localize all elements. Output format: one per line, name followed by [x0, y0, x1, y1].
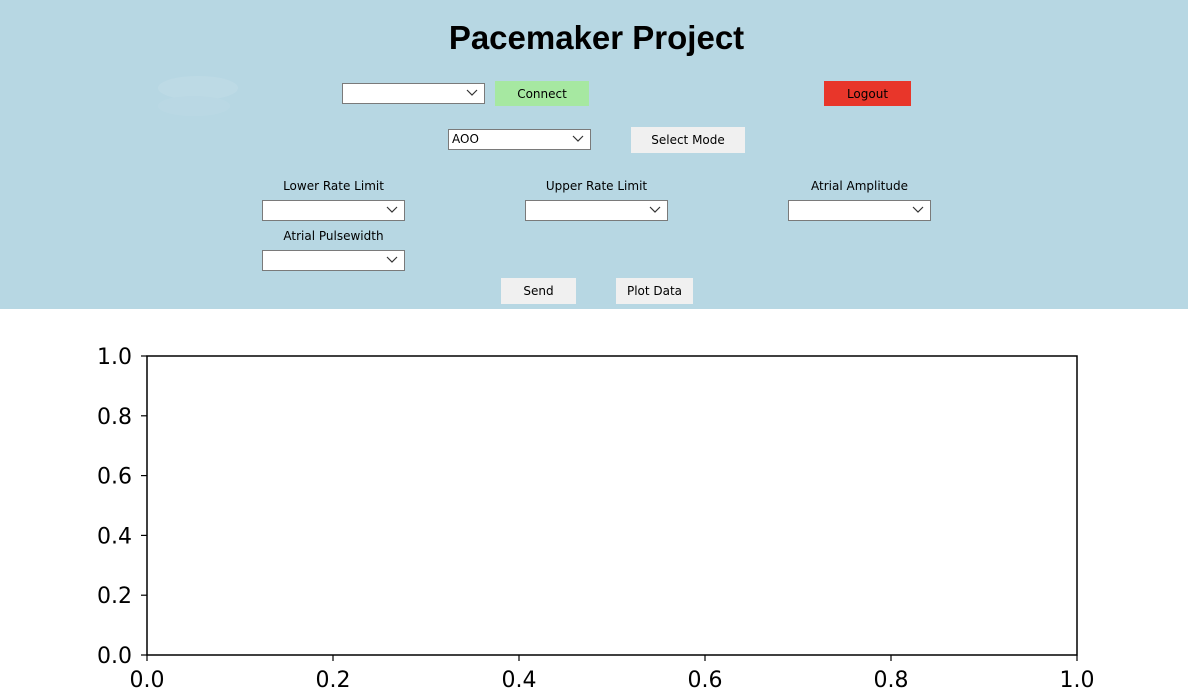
atrial-pulsewidth-label: Atrial Pulsewidth — [283, 229, 384, 243]
plot-axes-frame — [146, 355, 1078, 656]
mode-select[interactable]: AOO — [448, 129, 591, 150]
blurred-logo — [158, 76, 238, 116]
y-tick-label: 0.6 — [97, 465, 132, 490]
x-axis: 0.0 0.2 0.4 0.6 0.8 1.0 — [130, 655, 1095, 693]
app-title: Pacemaker Project — [448, 19, 745, 56]
x-tick-label: 0.0 — [130, 668, 165, 693]
plot-data-button[interactable]: Plot Data — [616, 278, 693, 304]
x-tick-label: 0.8 — [874, 668, 909, 693]
control-panel: Pacemaker Project Connect Logout AOO Sel… — [0, 0, 1188, 309]
lower-rate-limit-select[interactable] — [262, 200, 405, 221]
y-tick-label: 0.2 — [97, 584, 132, 609]
connect-button[interactable]: Connect — [495, 81, 589, 106]
select-mode-button[interactable]: Select Mode — [631, 127, 745, 153]
atrial-amplitude-label: Atrial Amplitude — [811, 179, 908, 193]
x-tick-label: 1.0 — [1060, 668, 1095, 693]
x-tick-label: 0.4 — [502, 668, 537, 693]
y-tick-label: 1.0 — [97, 345, 132, 370]
plot-area: 0.0 0.2 0.4 0.6 0.8 1.0 0.0 0.2 0.4 0.6 0.8 1.0 — [97, 345, 1095, 693]
port-select[interactable] — [342, 83, 485, 104]
upper-rate-limit-select[interactable] — [525, 200, 668, 221]
x-tick-label: 0.6 — [688, 668, 723, 693]
mode-select-value: AOO — [452, 132, 479, 146]
y-axis: 0.0 0.2 0.4 0.6 0.8 1.0 — [97, 345, 147, 669]
lower-rate-limit-label: Lower Rate Limit — [283, 179, 384, 193]
chevron-down-icon — [386, 256, 398, 263]
chevron-down-icon — [912, 206, 924, 213]
chevron-down-icon — [466, 89, 478, 96]
y-tick-label: 0.0 — [97, 644, 132, 669]
logout-button[interactable]: Logout — [824, 81, 911, 106]
upper-rate-limit-label: Upper Rate Limit — [545, 179, 648, 193]
chevron-down-icon — [649, 206, 661, 213]
atrial-amplitude-select[interactable] — [788, 200, 931, 221]
y-tick-label: 0.4 — [97, 524, 132, 549]
chevron-down-icon — [572, 135, 584, 142]
atrial-pulsewidth-select[interactable] — [262, 250, 405, 271]
chevron-down-icon — [386, 206, 398, 213]
y-tick-label: 0.8 — [97, 405, 132, 430]
send-button[interactable]: Send — [501, 278, 576, 304]
x-tick-label: 0.2 — [316, 668, 351, 693]
